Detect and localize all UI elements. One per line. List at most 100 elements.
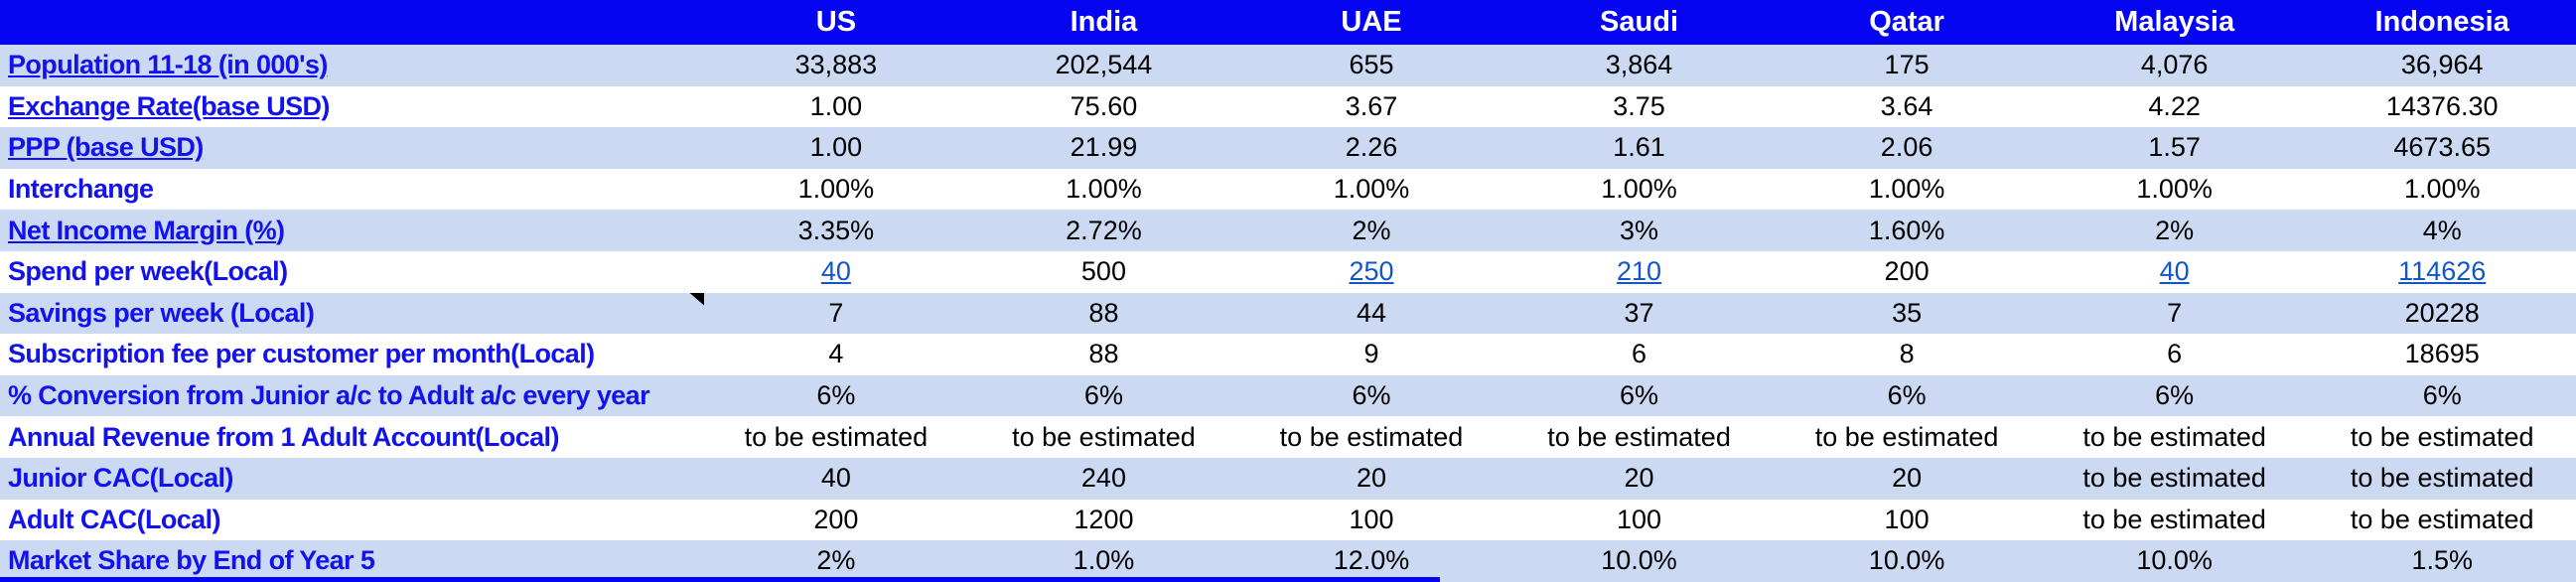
column-header-qatar[interactable]: Qatar [1773,0,2041,45]
value-cell[interactable]: 3.35% [702,210,970,251]
row-label-cell[interactable]: Subscription fee per customer per month(… [0,334,703,375]
value-cell[interactable]: 6% [2040,374,2309,417]
value-cell[interactable]: 33,883 [702,45,970,86]
value-cell[interactable]: 500 [969,250,1238,293]
row-label-cell[interactable]: Annual Revenue from 1 Adult Account(Loca… [0,416,703,458]
value-cell[interactable]: 20228 [2308,292,2576,335]
value-cell[interactable]: 20 [1504,457,1774,500]
value-cell[interactable]: 36,964 [2308,45,2576,86]
column-header-saudi[interactable]: Saudi [1504,0,1774,45]
value-cell[interactable]: 210 [1504,250,1774,293]
value-cell[interactable]: 37 [1504,292,1774,335]
value-cell[interactable]: 2% [2040,210,2309,251]
row-label-cell[interactable]: Savings per week (Local) [0,292,705,335]
column-header-indonesia[interactable]: Indonesia [2308,0,2576,45]
value-cell[interactable]: 250 [1237,250,1505,293]
value-cell[interactable]: to be estimated [702,416,970,458]
row-label-cell[interactable]: Adult CAC(Local) [0,499,703,541]
value-cell[interactable]: 3,864 [1504,45,1774,86]
value-cell[interactable]: to be estimated [2040,457,2309,500]
value-cell[interactable]: 175 [1773,45,2041,86]
value-cell[interactable]: 88 [969,334,1238,375]
value-cell[interactable]: 655 [1237,45,1505,86]
value-cell[interactable]: 100 [1504,499,1774,541]
cell-link[interactable]: 114626 [2398,256,2487,287]
value-cell[interactable]: 6 [2040,334,2309,375]
value-cell[interactable]: 6% [702,374,970,417]
value-cell[interactable]: 88 [969,292,1238,335]
row-label-cell[interactable]: Population 11-18 (in 000's) [0,45,703,86]
row-label-cell[interactable]: Junior CAC(Local) [0,457,703,500]
value-cell[interactable]: 240 [969,457,1238,500]
value-cell[interactable]: 4% [2308,210,2576,251]
value-cell[interactable]: 2.06 [1773,127,2041,169]
value-cell[interactable]: 1200 [969,499,1238,541]
value-cell[interactable]: 1.57 [2040,127,2309,169]
cell-link[interactable]: 40 [820,256,851,287]
value-cell[interactable]: 20 [1773,457,2041,500]
value-cell[interactable]: 4673.65 [2308,127,2576,169]
value-cell[interactable]: 6% [1504,374,1774,417]
value-cell[interactable]: 10.0% [1773,540,2041,582]
value-cell[interactable]: 2.26 [1237,127,1505,169]
value-cell[interactable]: 6% [2308,374,2576,417]
value-cell[interactable]: 2% [1237,210,1505,251]
value-cell[interactable]: to be estimated [1237,416,1505,458]
column-header-india[interactable]: India [969,0,1238,45]
value-cell[interactable]: 8 [1773,334,2041,375]
column-header-malaysia[interactable]: Malaysia [2040,0,2309,45]
value-cell[interactable]: to be estimated [2040,499,2309,541]
value-cell[interactable]: 3% [1504,210,1774,251]
value-cell[interactable]: 9 [1237,334,1505,375]
value-cell[interactable]: 3.67 [1237,85,1505,128]
row-label-cell[interactable]: Net Income Margin (%) [0,210,703,251]
value-cell[interactable]: 1.5% [2308,540,2576,582]
value-cell[interactable]: 35 [1773,292,2041,335]
value-cell[interactable]: 1.00% [702,168,970,211]
value-cell[interactable]: 1.00% [1504,168,1774,211]
row-label-cell[interactable]: PPP (base USD) [0,127,703,169]
value-cell[interactable]: 4,076 [2040,45,2309,86]
column-header-us[interactable]: US [702,0,970,45]
value-cell[interactable]: 12.0% [1237,540,1505,582]
value-cell[interactable]: 6% [1237,374,1505,417]
value-cell[interactable]: 40 [702,457,970,500]
value-cell[interactable]: 14376.30 [2308,85,2576,128]
value-cell[interactable]: 7 [2040,292,2309,335]
row-label-cell[interactable]: Exchange Rate(base USD) [0,85,703,128]
value-cell[interactable]: 1.00% [969,168,1238,211]
value-cell[interactable]: 75.60 [969,85,1238,128]
cell-link[interactable]: 250 [1349,256,1394,287]
value-cell[interactable]: 6% [1773,374,2041,417]
row-label-cell[interactable]: Market Share by End of Year 5 [0,540,703,582]
value-cell[interactable]: 202,544 [969,45,1238,86]
value-cell[interactable]: 200 [702,499,970,541]
value-cell[interactable]: 44 [1237,292,1505,335]
value-cell[interactable]: 114626 [2308,250,2576,293]
row-label-cell[interactable]: Spend per week(Local) [0,250,703,293]
value-cell[interactable]: to be estimated [2308,416,2576,458]
value-cell[interactable]: 3.64 [1773,85,2041,128]
value-cell[interactable]: 1.61 [1504,127,1774,169]
column-header-uae[interactable]: UAE [1237,0,1505,45]
value-cell[interactable]: to be estimated [2308,457,2576,500]
value-cell[interactable]: 2.72% [969,210,1238,251]
value-cell[interactable]: 40 [2040,250,2309,293]
value-cell[interactable]: 40 [702,250,970,293]
value-cell[interactable]: 1.00% [1773,168,2041,211]
value-cell[interactable]: to be estimated [2040,416,2309,458]
value-cell[interactable]: 2% [702,540,970,582]
value-cell[interactable]: 20 [1237,457,1505,500]
value-cell[interactable]: 10.0% [1504,540,1774,582]
value-cell[interactable]: 18695 [2308,334,2576,375]
cell-link[interactable]: 40 [2159,256,2190,287]
value-cell[interactable]: 200 [1773,250,2041,293]
value-cell[interactable]: 7 [702,292,970,335]
value-cell[interactable]: 1.00 [702,127,970,169]
value-cell[interactable]: to be estimated [1504,416,1774,458]
value-cell[interactable]: 3.75 [1504,85,1774,128]
row-label-cell[interactable]: Interchange [0,168,703,211]
value-cell[interactable]: 21.99 [969,127,1238,169]
value-cell[interactable]: to be estimated [969,416,1238,458]
value-cell[interactable]: 10.0% [2040,540,2309,582]
